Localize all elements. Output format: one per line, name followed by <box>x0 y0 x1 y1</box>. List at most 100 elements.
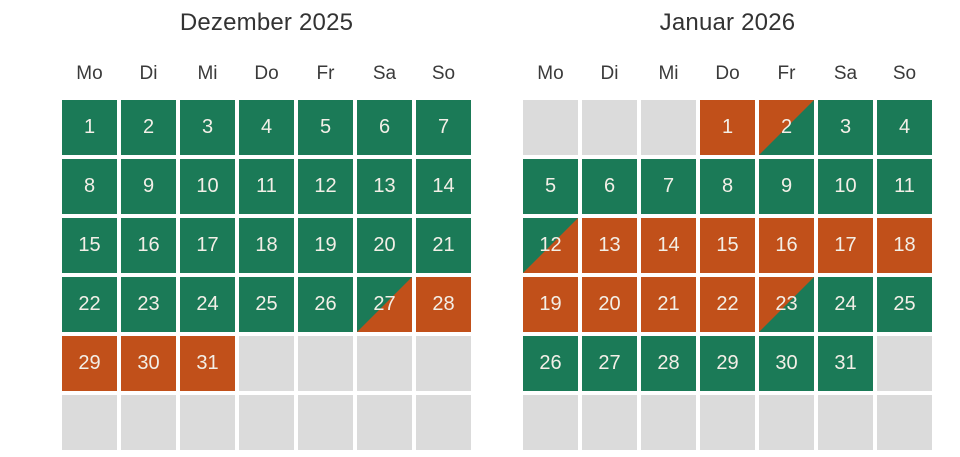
day-cell-7[interactable]: 7 <box>416 100 471 155</box>
empty-cell <box>416 395 471 450</box>
day-cell-3[interactable]: 3 <box>818 100 873 155</box>
day-cell-13[interactable]: 13 <box>582 218 637 273</box>
calendar-month-1: Dezember 2025 Mo Di Mi Do Fr Sa So 1 2 3 4 5 6 7 8 9 10… <box>62 8 471 450</box>
empty-cell <box>357 395 412 450</box>
day-cell-28[interactable]: 28 <box>416 277 471 332</box>
day-cell-6[interactable]: 6 <box>357 100 412 155</box>
weekday-label-di: Di <box>600 63 619 84</box>
day-cell-10[interactable]: 10 <box>818 159 873 214</box>
day-cell-21[interactable]: 21 <box>641 277 696 332</box>
empty-cell <box>582 100 637 155</box>
day-cell-3[interactable]: 3 <box>180 100 235 155</box>
day-cell-23[interactable]: 23 <box>121 277 176 332</box>
day-cell-14[interactable]: 14 <box>641 218 696 273</box>
day-cell-10[interactable]: 10 <box>180 159 235 214</box>
day-cell-4[interactable]: 4 <box>877 100 932 155</box>
day-cell-14[interactable]: 14 <box>416 159 471 214</box>
day-cell-1[interactable]: 1 <box>700 100 755 155</box>
empty-cell <box>180 395 235 450</box>
day-cell-15[interactable]: 15 <box>62 218 117 273</box>
calendar-month-2: Januar 2026 Mo Di Mi Do Fr Sa So 1 2 3 4 5 6 7 8 9 10 11… <box>523 8 932 450</box>
day-cell-15[interactable]: 15 <box>700 218 755 273</box>
day-cell-19[interactable]: 19 <box>523 277 578 332</box>
weekday-label-mo: Mo <box>537 63 564 84</box>
calendar-title: Dezember 2025 <box>179 9 354 36</box>
day-cell-11[interactable]: 11 <box>877 159 932 214</box>
day-cell-30[interactable]: 30 <box>759 336 814 391</box>
day-cell-1[interactable]: 1 <box>62 100 117 155</box>
day-cell-31[interactable]: 31 <box>180 336 235 391</box>
weekday-label-do: Do <box>254 63 279 84</box>
weekday-label-sa: Sa <box>372 63 397 84</box>
day-cell-24[interactable]: 24 <box>818 277 873 332</box>
day-cell-28[interactable]: 28 <box>641 336 696 391</box>
empty-cell <box>298 336 353 391</box>
empty-cell <box>877 336 932 391</box>
day-cell-11[interactable]: 11 <box>239 159 294 214</box>
day-cell-27[interactable]: 27 <box>357 277 412 332</box>
day-cell-12[interactable]: 12 <box>523 218 578 273</box>
day-cell-9[interactable]: 9 <box>121 159 176 214</box>
day-cell-25[interactable]: 25 <box>877 277 932 332</box>
weekday-label-so: So <box>431 63 456 84</box>
empty-cell <box>641 395 696 450</box>
empty-cell <box>818 395 873 450</box>
weekday-label-mi: Mi <box>197 63 218 84</box>
day-cell-16[interactable]: 16 <box>759 218 814 273</box>
day-cell-5[interactable]: 5 <box>298 100 353 155</box>
day-cell-22[interactable]: 22 <box>62 277 117 332</box>
weekday-label-sa: Sa <box>833 63 858 84</box>
day-cell-29[interactable]: 29 <box>700 336 755 391</box>
day-cell-12[interactable]: 12 <box>298 159 353 214</box>
day-cell-17[interactable]: 17 <box>180 218 235 273</box>
weekday-label-fr: Fr <box>316 63 335 84</box>
day-cell-7[interactable]: 7 <box>641 159 696 214</box>
day-cell-20[interactable]: 20 <box>357 218 412 273</box>
empty-cell <box>357 336 412 391</box>
day-cell-2[interactable]: 2 <box>121 100 176 155</box>
empty-cell <box>239 336 294 391</box>
empty-cell <box>298 395 353 450</box>
day-cell-13[interactable]: 13 <box>357 159 412 214</box>
weekday-label-fr: Fr <box>777 63 796 84</box>
weekday-label-mi: Mi <box>658 63 679 84</box>
day-cell-5[interactable]: 5 <box>523 159 578 214</box>
empty-cell <box>523 100 578 155</box>
day-cell-17[interactable]: 17 <box>818 218 873 273</box>
day-cell-18[interactable]: 18 <box>877 218 932 273</box>
day-cell-30[interactable]: 30 <box>121 336 176 391</box>
day-cell-20[interactable]: 20 <box>582 277 637 332</box>
day-cell-24[interactable]: 24 <box>180 277 235 332</box>
weekday-header-row: Mo Di Mi Do Fr Sa So <box>62 62 471 86</box>
empty-cell <box>877 395 932 450</box>
day-grid: 1 2 3 4 5 6 7 8 9 10 11 12 13 14 15 16 17 18 19 20 21 22 23 24 2… <box>523 100 932 450</box>
day-cell-23[interactable]: 23 <box>759 277 814 332</box>
day-cell-25[interactable]: 25 <box>239 277 294 332</box>
day-cell-9[interactable]: 9 <box>759 159 814 214</box>
day-cell-2[interactable]: 2 <box>759 100 814 155</box>
day-cell-26[interactable]: 26 <box>523 336 578 391</box>
empty-cell <box>759 395 814 450</box>
day-cell-27[interactable]: 27 <box>582 336 637 391</box>
empty-cell <box>582 395 637 450</box>
day-cell-31[interactable]: 31 <box>818 336 873 391</box>
weekday-label-mo: Mo <box>76 63 103 84</box>
weekday-label-do: Do <box>715 63 740 84</box>
weekday-header-row: Mo Di Mi Do Fr Sa So <box>523 62 932 86</box>
weekday-label-so: So <box>892 63 917 84</box>
day-cell-21[interactable]: 21 <box>416 218 471 273</box>
day-cell-29[interactable]: 29 <box>62 336 117 391</box>
day-cell-6[interactable]: 6 <box>582 159 637 214</box>
empty-cell <box>523 395 578 450</box>
day-cell-18[interactable]: 18 <box>239 218 294 273</box>
calendar-title: Januar 2026 <box>659 9 796 36</box>
day-cell-8[interactable]: 8 <box>62 159 117 214</box>
day-cell-8[interactable]: 8 <box>700 159 755 214</box>
day-cell-16[interactable]: 16 <box>121 218 176 273</box>
day-cell-22[interactable]: 22 <box>700 277 755 332</box>
weekday-label-di: Di <box>139 63 158 84</box>
day-cell-19[interactable]: 19 <box>298 218 353 273</box>
day-cell-4[interactable]: 4 <box>239 100 294 155</box>
day-cell-26[interactable]: 26 <box>298 277 353 332</box>
